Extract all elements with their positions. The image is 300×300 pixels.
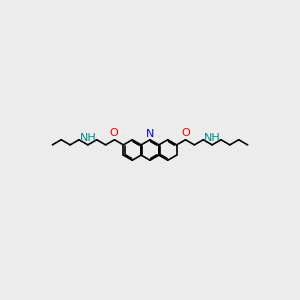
Text: O: O xyxy=(182,128,190,138)
Text: O: O xyxy=(110,128,118,138)
Text: NH: NH xyxy=(80,133,96,143)
Text: NH: NH xyxy=(204,133,220,143)
Text: N: N xyxy=(146,129,154,139)
